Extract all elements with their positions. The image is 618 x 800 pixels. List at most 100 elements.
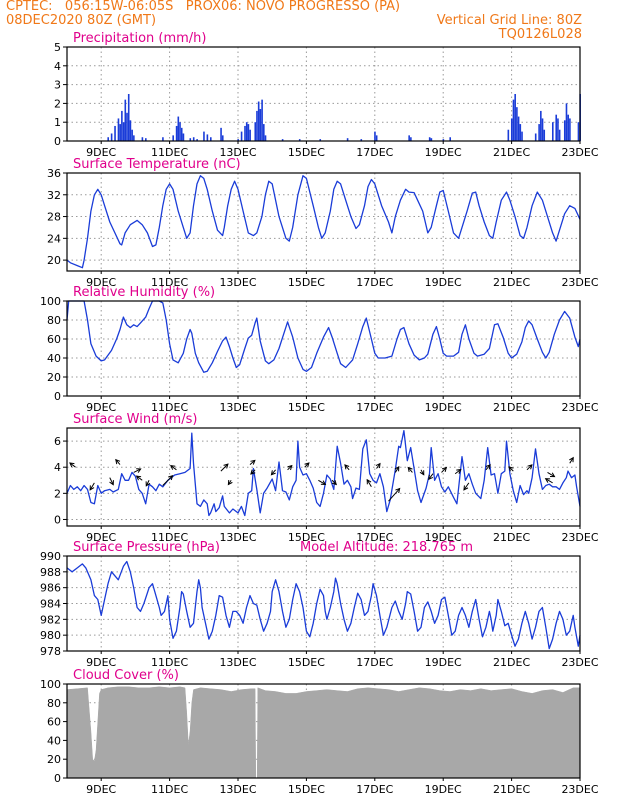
wind-arrow-head: [170, 464, 176, 470]
x-tick-label: 13DEC: [219, 656, 256, 669]
wind-arrow: [344, 464, 350, 471]
precip-bar: [175, 125, 178, 141]
wind-arrow: [89, 482, 95, 491]
wind-arrow: [463, 482, 470, 491]
precip-bar: [541, 118, 544, 141]
precip-bar: [127, 94, 130, 141]
pres-line: [66, 560, 581, 650]
precip-bar: [196, 139, 198, 141]
wind-arrow: [454, 469, 462, 475]
y-tick-label: 990: [40, 550, 61, 563]
x-tick-label: 23DEC: [561, 656, 598, 669]
cloud-title: Cloud Cover (%): [73, 668, 179, 683]
x-tick-label: 11DEC: [151, 146, 188, 159]
wind-arrow-head: [569, 456, 574, 463]
precip-bar: [119, 124, 121, 141]
y-tick-label: 80: [47, 314, 61, 327]
header-run-time: 08DEC2020 80Z (GMT): [6, 13, 157, 28]
x-tick-label: 17DEC: [356, 146, 393, 159]
precip-bar: [408, 135, 410, 141]
wind-arrow-head: [320, 480, 327, 486]
x-tick-label: 19DEC: [425, 401, 462, 414]
wind-arrow-head: [145, 481, 151, 487]
precip-bar: [551, 122, 554, 141]
x-tick-label: 21DEC: [493, 146, 530, 159]
rh-title: Relative Humidity (%): [73, 285, 215, 300]
wind-arrow: [441, 467, 447, 473]
wind-arrow: [162, 475, 173, 486]
precip-bar: [319, 139, 322, 141]
precip-bar: [257, 101, 260, 141]
y-tick-label: 100: [40, 678, 61, 691]
wind-arrow: [115, 459, 121, 465]
header-model-id: TQ0126L028: [498, 27, 582, 42]
wind-arrow-head: [69, 462, 75, 468]
x-tick-label: 23DEC: [561, 783, 598, 796]
wind-arrow-head: [223, 463, 229, 469]
temp-title: Surface Temperature (nC): [73, 157, 241, 172]
x-tick-label: 15DEC: [288, 401, 325, 414]
y-tick-label: 978: [40, 645, 61, 658]
wind-arrow-head: [331, 480, 337, 486]
panel-frame: [66, 427, 581, 527]
y-tick-label: 2: [54, 97, 61, 110]
wind-panel: 0 2 4 6 9DEC 11DEC 13DEC 15DEC 17DEC 19DEC 21DEC 23…: [54, 412, 599, 544]
x-tick-label: 19DEC: [425, 146, 462, 159]
y-tick-label: 20: [47, 753, 61, 766]
precip-bar: [543, 129, 546, 141]
temp-line: [66, 175, 581, 269]
wind-arrow: [545, 478, 553, 484]
precip-bar: [240, 131, 243, 141]
precip-bar: [517, 116, 520, 141]
wind-arrow: [170, 465, 177, 471]
x-tick-label: 19DEC: [425, 531, 462, 544]
precip-bar: [124, 99, 127, 141]
precip-bar: [110, 133, 113, 141]
header-grid-line: Vertical Grid Line: 80Z: [436, 13, 582, 28]
y-tick-label: 20: [47, 254, 61, 267]
precip-bar: [569, 118, 571, 141]
precip-bar: [428, 137, 431, 141]
x-tick-label: 13DEC: [219, 401, 256, 414]
wind-title: Surface Wind (m/s): [73, 412, 197, 427]
x-tick-label: 19DEC: [425, 276, 462, 289]
x-tick-label: 23DEC: [561, 401, 598, 414]
wind-arrow-head: [485, 464, 491, 470]
precip-bar: [261, 99, 263, 141]
rh-line: [66, 300, 581, 373]
wind-arrow-head: [89, 485, 95, 491]
wind-arrow: [526, 464, 533, 471]
wind-arrow: [388, 488, 401, 502]
wind-arrow-head: [287, 464, 293, 471]
precip-bar: [516, 107, 518, 141]
x-tick-label: 9DEC: [86, 656, 116, 669]
wind-arrow-head: [375, 462, 381, 469]
wind-arrow: [249, 460, 256, 465]
y-tick-label: 80: [47, 697, 61, 710]
precip-bar: [540, 110, 542, 141]
precip-bar: [172, 135, 174, 141]
precip-bar: [121, 110, 123, 141]
precip-bar: [563, 120, 566, 141]
x-tick-label: 11DEC: [151, 276, 188, 289]
x-tick-label: 17DEC: [356, 401, 393, 414]
x-tick-label: 21DEC: [493, 531, 530, 544]
precip-bar: [131, 129, 133, 141]
precip-bar: [567, 114, 569, 141]
precip-bar: [141, 137, 144, 141]
y-tick-label: 4: [54, 60, 61, 73]
y-tick-label: 0: [54, 513, 61, 526]
wind-arrow-head: [395, 487, 401, 494]
precip-bar: [538, 124, 540, 141]
precip-bar: [177, 116, 180, 141]
x-tick-label: 17DEC: [356, 656, 393, 669]
wind-arrow: [366, 479, 372, 488]
cloud-panel: 0 20 40 60 80 100 9DEC 11DEC 13DEC 15DEC 17DEC 19DE…: [40, 668, 599, 796]
precip-bar: [189, 138, 192, 141]
y-tick-label: 982: [40, 613, 61, 626]
wind-arrow-head: [441, 466, 448, 472]
y-tick-label: 4: [54, 461, 61, 474]
y-tick-label: 5: [54, 41, 61, 54]
wind-arrow: [394, 466, 400, 473]
